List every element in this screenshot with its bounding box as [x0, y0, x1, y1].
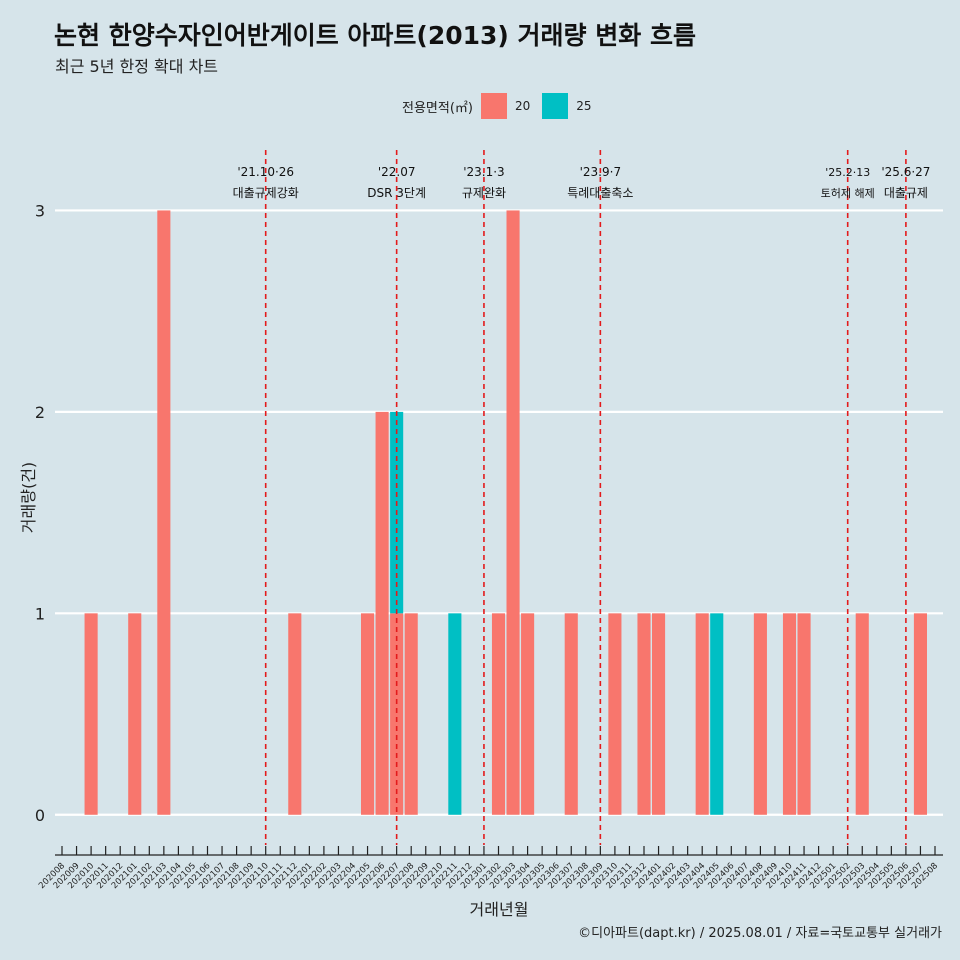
event-date-4: '25.2·13: [825, 166, 870, 179]
bar-20-202408: [753, 613, 767, 815]
event-date-2: '23.1·3: [463, 165, 504, 179]
event-date-3: '23.9·7: [580, 165, 621, 179]
y-tick-label: 0: [35, 806, 45, 825]
legend-title: 전용면적(㎡): [402, 100, 473, 116]
bar-20-202205: [361, 613, 375, 815]
chart-subtitle: 최근 5년 한정 확대 차트: [55, 57, 219, 76]
event-label-5: 대출규제: [884, 186, 928, 200]
bar-20-202410: [782, 613, 797, 815]
legend-label-20: 20: [514, 99, 531, 113]
legend: 전용면적(㎡) 20 25: [402, 93, 604, 119]
legend-label-25: 25: [576, 99, 592, 113]
y-axis-title: 거래량(건): [19, 462, 38, 533]
caption: ©디아파트(dapt.kr) / 2025.08.01 / 자료=국토교통부 실…: [578, 926, 942, 941]
y-tick-label: 2: [35, 403, 45, 422]
bar-20-202310: [608, 613, 622, 815]
event-date-0: '21.10·26: [237, 165, 294, 179]
event-label-1: DSR 3단계: [367, 186, 426, 200]
bar-20-202112: [288, 613, 302, 815]
bar-20-202411: [797, 613, 811, 815]
legend-item-20: 20: [480, 93, 531, 119]
bar-20-202401: [652, 613, 666, 815]
bar-20-202302: [491, 613, 506, 815]
legend-swatch-25: [542, 93, 569, 119]
y-tick-label: 3: [35, 201, 45, 220]
legend-item-25: 25: [542, 93, 592, 119]
event-date-1: '22.07: [378, 165, 416, 179]
bar-20-202010: [84, 613, 98, 815]
bar-20-202307: [564, 613, 578, 815]
event-date-5: '25.6·27: [881, 165, 930, 179]
bar-20-202404: [695, 613, 709, 815]
bar-20-202503: [855, 613, 869, 815]
event-label-4: 토허제 해제: [821, 186, 875, 200]
event-label-0: 대출규제강화: [233, 186, 299, 200]
bar-25-202405: [710, 613, 724, 815]
bar-20-202101: [128, 613, 142, 815]
bar-20-202304: [521, 613, 535, 815]
y-tick-label: 1: [35, 604, 45, 623]
legend-swatch-20: [480, 93, 507, 119]
chart-title: 논현 한양수자인어반게이트 아파트(2013) 거래량 변화 흐름: [54, 21, 696, 50]
bar-20-202103: [157, 210, 171, 815]
bar-20-202303: [506, 210, 520, 815]
bar-20-202206: [375, 411, 389, 815]
x-axis-title: 거래년월: [470, 900, 529, 919]
event-label-2: 규제완화: [462, 186, 506, 200]
bar-25-202211: [448, 613, 462, 815]
bar-20-202312: [637, 613, 651, 815]
event-label-3: 특례대출축소: [567, 186, 633, 200]
bar-20-202208: [404, 613, 418, 815]
bar-20-202507: [913, 613, 927, 815]
bar-20-202207: [390, 613, 404, 815]
